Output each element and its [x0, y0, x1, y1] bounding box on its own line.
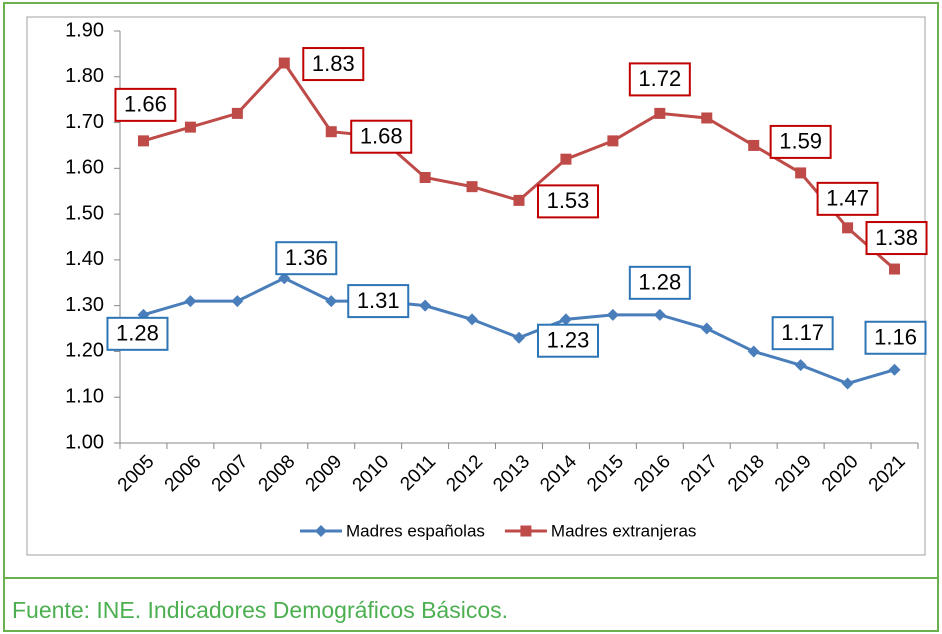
marker — [513, 331, 525, 344]
y-tick-label: 1.30 — [65, 294, 104, 316]
legend-marker — [315, 525, 327, 537]
data-label: 1.36 — [285, 245, 328, 270]
marker — [654, 107, 666, 119]
data-label: 1.28 — [116, 321, 159, 346]
marker — [513, 194, 525, 206]
marker — [559, 313, 572, 326]
data-label-box — [106, 316, 169, 351]
data-label: 1.68 — [360, 124, 403, 149]
data-label-box — [537, 323, 599, 358]
data-label-box — [347, 284, 410, 319]
y-tick-label: 1.90 — [65, 19, 104, 41]
frame — [3, 2, 939, 632]
data-label: 1.38 — [875, 225, 918, 250]
data-label-box — [114, 87, 177, 122]
data-label: 1.66 — [124, 92, 167, 117]
marker — [888, 363, 901, 376]
legend-marker — [520, 525, 532, 537]
y-tick-label: 1.00 — [65, 431, 104, 453]
marker — [466, 313, 479, 326]
source-note: Fuente: INE. Indicadores Demográficos Bá… — [12, 597, 508, 623]
marker — [419, 299, 432, 312]
marker — [889, 263, 901, 275]
marker — [231, 107, 243, 119]
data-label-box — [302, 47, 365, 82]
chart-border — [26, 16, 926, 556]
data-label-box — [864, 320, 927, 355]
marker — [466, 181, 478, 193]
data-label-box — [275, 241, 338, 276]
marker — [607, 135, 619, 147]
y-tick-label: 1.50 — [65, 202, 104, 224]
data-label-box — [816, 181, 879, 216]
data-label-box — [628, 62, 691, 97]
data-label: 1.17 — [781, 320, 824, 345]
data-label: 1.23 — [547, 328, 590, 353]
data-label: 1.53 — [547, 188, 590, 213]
data-label: 1.47 — [826, 186, 869, 211]
marker — [842, 222, 854, 234]
marker — [184, 295, 197, 308]
data-label-box — [537, 184, 599, 219]
data-label-box — [628, 265, 691, 300]
marker — [137, 135, 149, 147]
marker — [419, 171, 431, 183]
data-label: 1.16 — [874, 325, 917, 350]
data-label: 1.31 — [357, 288, 400, 313]
marker — [700, 322, 713, 335]
marker — [560, 153, 572, 165]
data-label-box — [865, 221, 928, 256]
data-label-box — [771, 316, 834, 351]
marker — [278, 57, 290, 69]
marker — [794, 359, 807, 372]
y-tick-label: 1.80 — [65, 65, 104, 87]
y-tick-label: 1.70 — [65, 111, 104, 133]
marker — [325, 295, 338, 308]
y-tick-label: 1.20 — [65, 340, 104, 362]
data-label-box — [350, 119, 413, 154]
data-label: 1.28 — [638, 270, 681, 295]
marker — [841, 377, 854, 390]
marker — [231, 295, 244, 308]
data-label-box — [769, 124, 832, 159]
data-label: 1.72 — [638, 66, 681, 91]
marker — [606, 308, 619, 321]
marker — [701, 112, 713, 124]
marker — [184, 121, 196, 133]
data-label: 1.83 — [312, 51, 355, 76]
legend-label: Madres extranjeras — [551, 521, 697, 540]
y-tick-label: 1.10 — [65, 386, 104, 408]
y-tick-label: 1.40 — [65, 248, 104, 270]
marker — [325, 126, 337, 138]
data-label: 1.59 — [779, 129, 822, 154]
legend-label: Madres españolas — [346, 521, 485, 540]
marker — [748, 139, 760, 151]
y-tick-label: 1.60 — [65, 157, 104, 179]
marker — [747, 345, 760, 358]
marker — [795, 167, 807, 179]
marker — [653, 308, 666, 321]
